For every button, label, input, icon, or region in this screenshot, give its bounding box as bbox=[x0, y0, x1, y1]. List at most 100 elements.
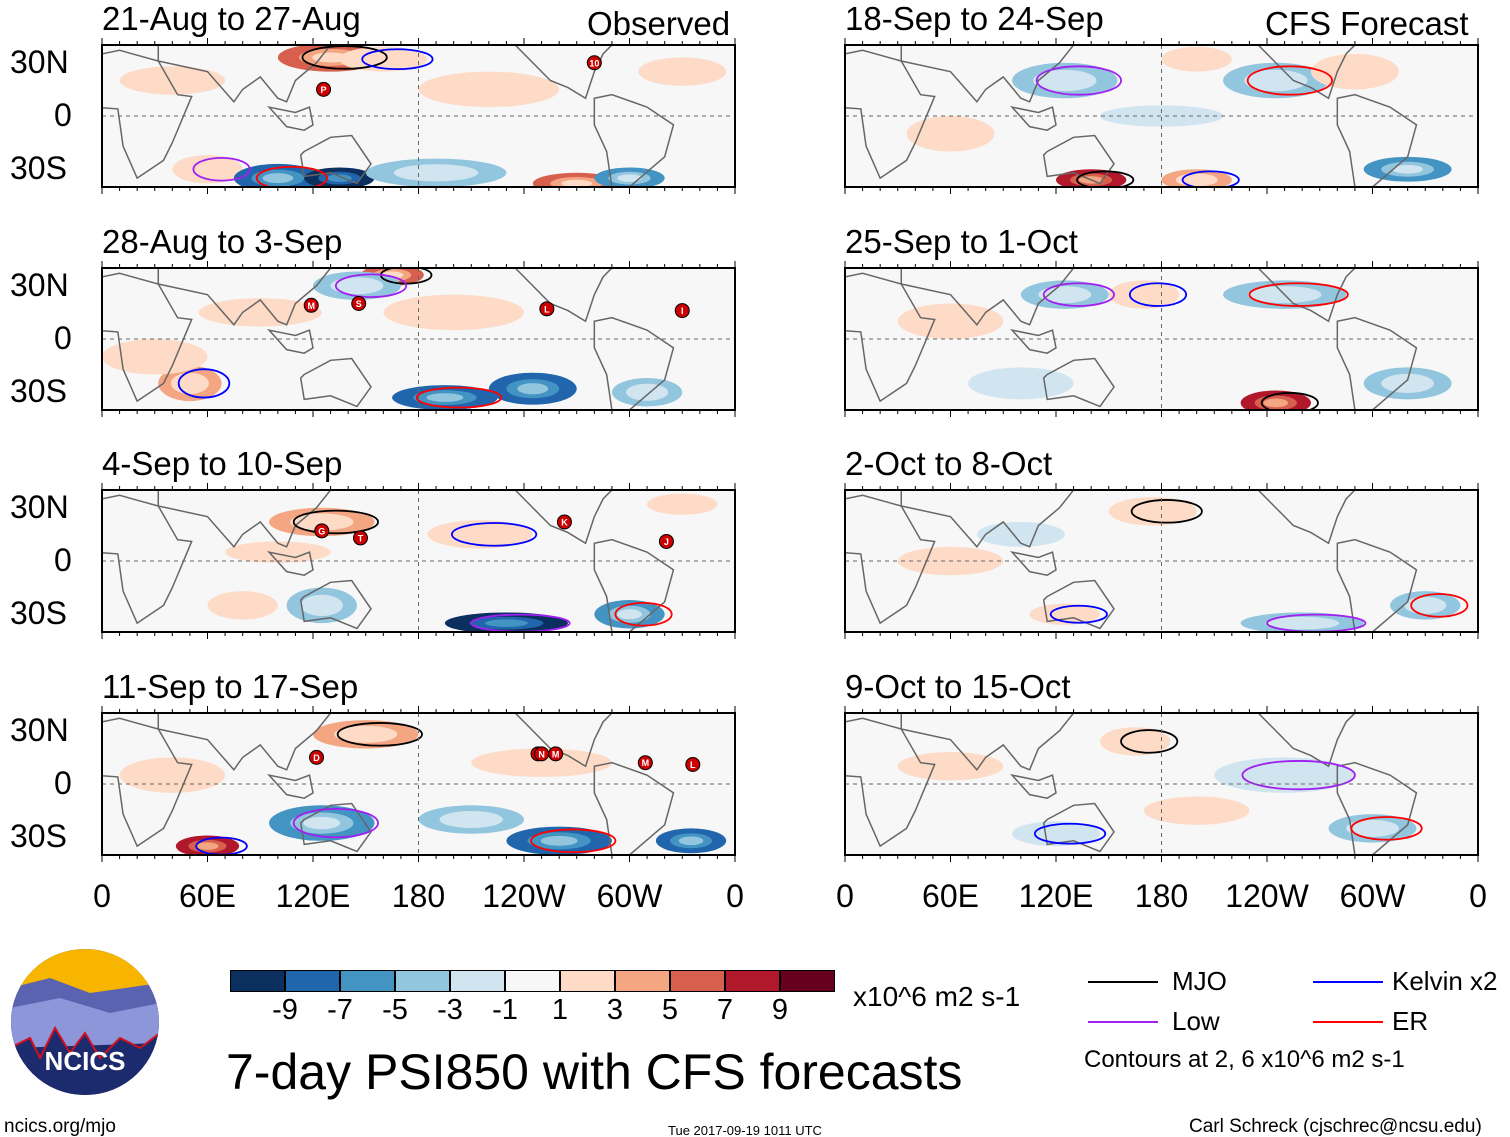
coastline bbox=[266, 550, 314, 576]
anomaly-shading bbox=[341, 280, 373, 291]
contour-line bbox=[334, 273, 408, 299]
lon-tick-label: 0 bbox=[1469, 878, 1487, 914]
lon-tick-label: 0 bbox=[726, 878, 744, 914]
anomaly-shading bbox=[517, 383, 549, 395]
svg-text:M: M bbox=[307, 301, 315, 311]
lat-tick-label: 0 bbox=[54, 320, 72, 356]
anomaly-shading bbox=[906, 116, 995, 152]
anomaly-shading bbox=[1257, 74, 1295, 87]
coastline bbox=[1042, 579, 1115, 630]
coastline bbox=[1257, 713, 1356, 768]
contour-line bbox=[1246, 65, 1333, 96]
coastline bbox=[1042, 134, 1115, 185]
colorbar-swatch bbox=[230, 970, 285, 992]
colorbar-tick: 5 bbox=[661, 994, 679, 1026]
anomaly-shading bbox=[471, 748, 612, 777]
panel-title: 2-Oct to 8-Oct bbox=[845, 445, 1053, 482]
panel-title: 4-Sep to 10-Sep bbox=[102, 445, 343, 482]
anomaly-shading bbox=[1184, 54, 1209, 64]
coastline bbox=[845, 49, 936, 180]
anomaly-shading bbox=[411, 167, 461, 178]
coastline bbox=[157, 45, 332, 104]
contour-line bbox=[361, 48, 434, 71]
contour-line bbox=[1260, 392, 1319, 410]
colorbar-tick: -7 bbox=[327, 994, 353, 1026]
contour-line bbox=[1130, 499, 1203, 524]
coastline bbox=[266, 328, 314, 354]
contour-line bbox=[1035, 65, 1122, 96]
ncics-logo: NCICS bbox=[11, 949, 159, 1095]
contour-line bbox=[1181, 170, 1240, 187]
anomaly-shading bbox=[1412, 600, 1438, 611]
lat-tick-label: 0 bbox=[54, 765, 72, 801]
storm-marker: I bbox=[674, 303, 690, 319]
map-panel bbox=[844, 261, 1479, 417]
legend-low-line bbox=[1088, 1021, 1158, 1023]
coastline bbox=[593, 761, 675, 855]
coastline bbox=[900, 713, 1075, 772]
panel-title: 11-Sep to 17-Sep bbox=[102, 668, 359, 705]
lon-tick-label: 180 bbox=[391, 878, 446, 914]
svg-text:P: P bbox=[321, 85, 327, 95]
coastline bbox=[266, 105, 314, 131]
storm-marker: M bbox=[303, 297, 319, 313]
anomaly-shading bbox=[198, 298, 322, 327]
figure-title: 7-day PSI850 with CFS forecasts bbox=[226, 1044, 963, 1100]
anomaly-shading bbox=[1263, 398, 1289, 408]
anomaly-shading bbox=[1099, 105, 1224, 127]
anomaly-shading bbox=[897, 303, 1004, 339]
colorbar-units: x10^6 m2 s-1 bbox=[853, 981, 1021, 1012]
svg-text:S: S bbox=[356, 299, 362, 309]
coastline bbox=[1257, 45, 1356, 100]
observed-label: Observed bbox=[587, 5, 731, 42]
anomaly-shading bbox=[1214, 757, 1355, 793]
storm-marker: M bbox=[548, 746, 564, 762]
colorbar-swatch bbox=[395, 970, 450, 992]
anomaly-shading bbox=[347, 729, 385, 740]
svg-text:G: G bbox=[318, 526, 325, 536]
colorbar-swatch bbox=[285, 970, 340, 992]
coastline bbox=[1257, 268, 1356, 323]
storm-marker: S bbox=[351, 296, 367, 311]
contour-line bbox=[1241, 760, 1356, 791]
coastline bbox=[900, 45, 1075, 104]
coastline bbox=[1336, 316, 1418, 410]
anomaly-shading bbox=[1052, 610, 1078, 618]
coastline bbox=[900, 268, 1075, 327]
lat-tick-label: 30S bbox=[10, 818, 67, 855]
footer-credit: Carl Schreck (cjschrec@ncsu.edu) bbox=[1189, 1116, 1482, 1137]
lon-tick-label: 60E bbox=[922, 878, 979, 914]
coastline bbox=[102, 272, 193, 403]
coastline bbox=[1257, 490, 1356, 545]
lon-tick-label: 120E bbox=[275, 878, 351, 914]
colorbar-swatch bbox=[780, 970, 835, 992]
panel-title: 21-Aug to 27-Aug bbox=[102, 0, 361, 37]
anomaly-shading bbox=[327, 174, 352, 182]
colorbar-tick: -3 bbox=[437, 994, 463, 1026]
contour-line bbox=[530, 828, 617, 854]
footer-url[interactable]: ncics.org/mjo bbox=[4, 1116, 116, 1137]
panel-title: 18-Sep to 24-Sep bbox=[845, 0, 1104, 37]
storm-marker: L bbox=[539, 301, 555, 317]
storm-marker: P bbox=[316, 81, 332, 97]
anomaly-shading bbox=[1184, 176, 1209, 184]
colorbar-swatch bbox=[560, 970, 615, 992]
colorbar-tick: 9 bbox=[771, 994, 789, 1026]
anomaly-shading bbox=[195, 164, 220, 175]
anomaly-shading bbox=[367, 54, 399, 64]
legend-mjo-line bbox=[1088, 981, 1158, 983]
coastline bbox=[900, 490, 1075, 549]
colorbar-swatch bbox=[725, 970, 780, 992]
svg-text:D: D bbox=[313, 753, 320, 763]
contour-line bbox=[1128, 282, 1188, 307]
anomaly-shading bbox=[426, 393, 464, 402]
lat-tick-label: 0 bbox=[54, 97, 72, 133]
anomaly-shading bbox=[484, 619, 528, 627]
anomaly-shading bbox=[617, 174, 642, 182]
anomaly-shading bbox=[225, 541, 331, 563]
coastline bbox=[102, 494, 193, 625]
legend-kelvin-line bbox=[1313, 981, 1383, 983]
storm-marker: K bbox=[556, 514, 572, 530]
coastline bbox=[514, 490, 613, 545]
